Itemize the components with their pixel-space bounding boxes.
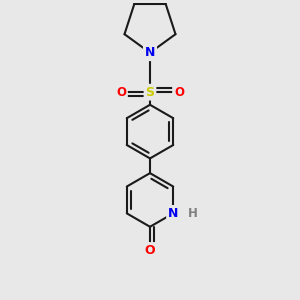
Text: O: O xyxy=(145,244,155,257)
Text: O: O xyxy=(116,86,126,99)
Text: N: N xyxy=(145,46,155,59)
Text: S: S xyxy=(146,86,154,99)
Text: H: H xyxy=(188,207,198,220)
Text: N: N xyxy=(168,207,178,220)
Text: O: O xyxy=(174,86,184,99)
